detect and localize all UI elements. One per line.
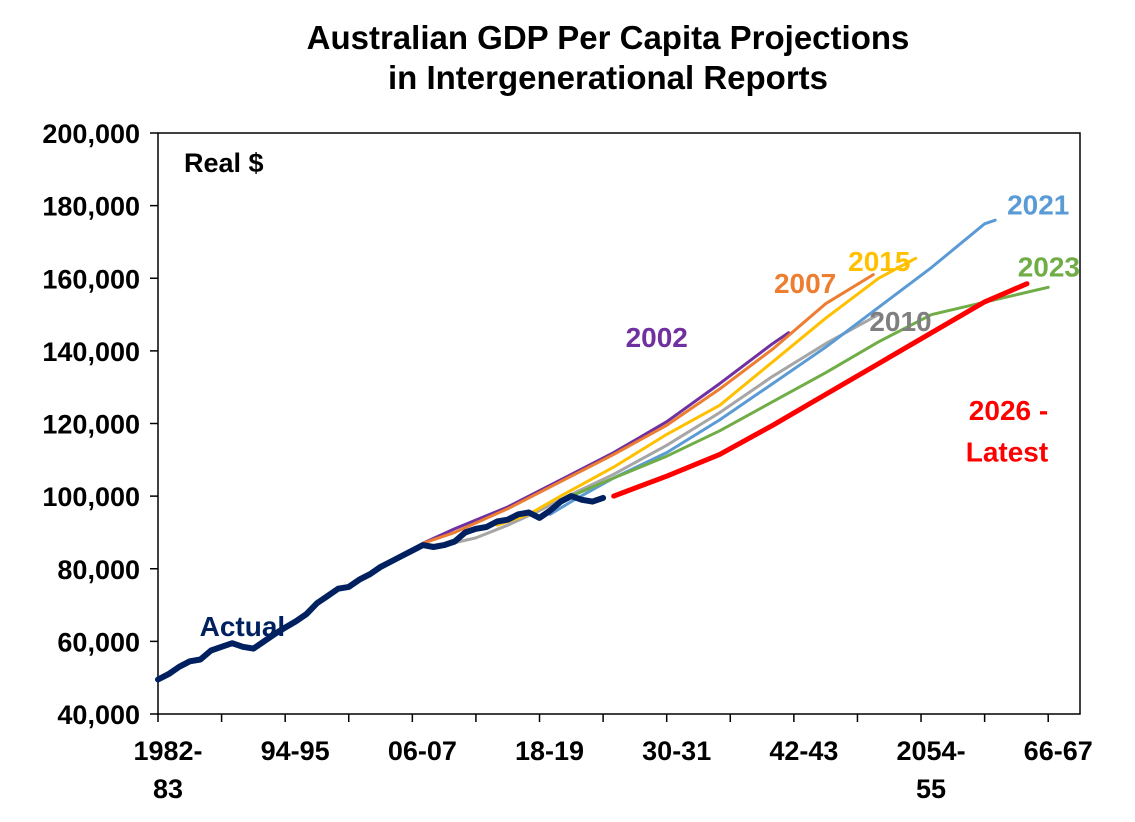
x-tick-label: 83 [153, 774, 183, 804]
x-tick-label: 55 [916, 774, 946, 804]
y-tick-label: 180,000 [42, 192, 140, 222]
y-tick-label: 60,000 [57, 627, 140, 657]
y-tick-label: 140,000 [42, 337, 140, 367]
y-tick-label: 80,000 [57, 555, 140, 585]
series-line-2002 [421, 331, 791, 545]
x-tick-label: 1982- [133, 736, 202, 766]
series-line-2026-latest [611, 281, 1030, 499]
series-label: 2007 [774, 268, 836, 299]
y-tick-label: 100,000 [42, 482, 140, 512]
series-label: Actual [200, 611, 286, 642]
series-line-2021 [548, 218, 997, 516]
x-tick-label: 06-07 [388, 736, 457, 766]
series-label: 2002 [626, 322, 688, 353]
series-label: 2015 [848, 246, 910, 277]
y-tick-label: 200,000 [42, 119, 140, 149]
series-label: Latest [966, 437, 1048, 468]
plot-area [157, 132, 1081, 715]
x-tick-label: 30-31 [642, 736, 711, 766]
x-tick-label: 2054- [897, 736, 966, 766]
x-tick-label: 66-67 [1024, 736, 1093, 766]
axes: 40,000 60,000 80,000 100,000 120,000 140,000 1… [42, 119, 1092, 804]
series-labels: 2002 2007 2015 2021 2023 2010 2026 - Latest Actu… [200, 190, 1080, 642]
chart-title-line-2: in Intergenerational Reports [387, 59, 829, 96]
series-label: 2023 [1018, 251, 1080, 282]
series-line-2023 [569, 285, 1050, 498]
series-line-2010 [442, 313, 881, 547]
series-lines [155, 218, 1050, 683]
y-tick-label: 120,000 [42, 410, 140, 440]
x-tick-label: 94-95 [261, 736, 330, 766]
series-line-2015 [495, 256, 918, 527]
y-tick-label: 40,000 [57, 700, 140, 730]
x-tick-label: 18-19 [515, 736, 584, 766]
series-line-2007 [421, 273, 875, 545]
series-line-actual [155, 493, 607, 683]
unit-label: Real $ [184, 148, 264, 178]
chart-title: Australian GDP Per Capita Projections in… [0, 18, 1135, 98]
chart-title-line-1: Australian GDP Per Capita Projections [306, 19, 910, 56]
series-label: 2021 [1007, 190, 1069, 221]
series-label: 2010 [869, 306, 931, 337]
x-tick-label: 42-43 [769, 736, 838, 766]
series-label: 2026 - [969, 395, 1048, 426]
y-tick-label: 160,000 [42, 264, 140, 294]
